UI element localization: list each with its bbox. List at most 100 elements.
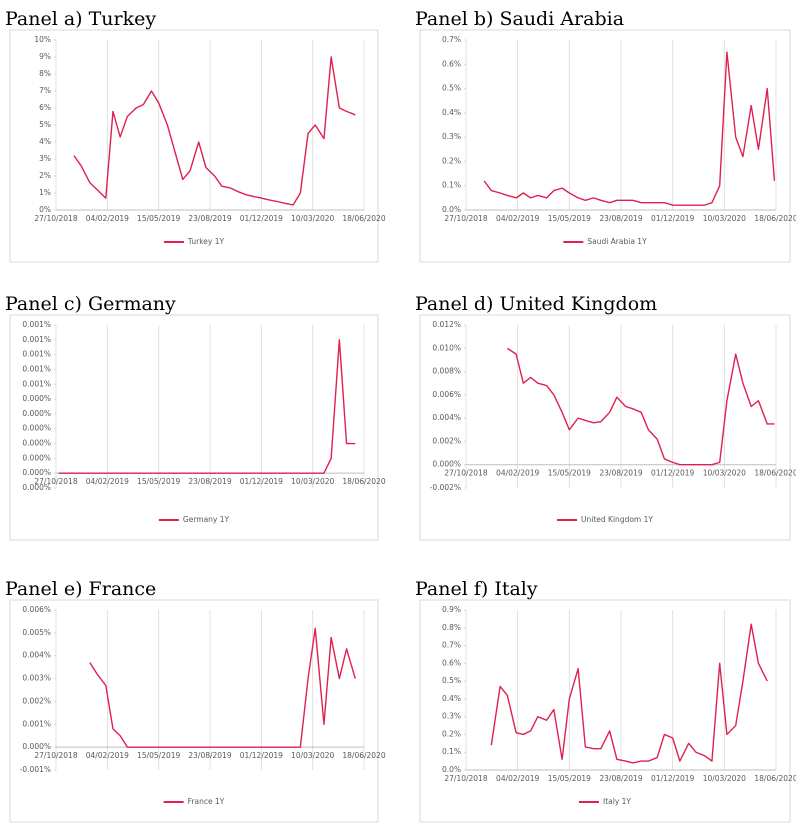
- legend-label: France 1Y: [188, 797, 225, 806]
- chart-frame: [419, 29, 791, 263]
- y-tick-label: 0.000%: [22, 394, 51, 403]
- y-tick-label: 0.005%: [22, 628, 51, 637]
- panel-title: Panel f) Italy: [415, 578, 538, 600]
- x-tick-label: 01/12/2019: [651, 774, 694, 783]
- y-tick-label: 0.003%: [22, 674, 51, 683]
- x-tick-label: 27/10/2018: [34, 477, 77, 486]
- legend-label: Germany 1Y: [183, 515, 230, 524]
- x-tick-label: 15/05/2019: [137, 214, 180, 223]
- y-tick-label: 0.004%: [22, 651, 51, 660]
- x-tick-label: 04/02/2019: [86, 214, 129, 223]
- y-tick-label: 0.6%: [442, 658, 461, 667]
- x-tick-label: 18/06/2020: [754, 774, 796, 783]
- y-tick-label: 0.008%: [432, 367, 461, 376]
- y-tick-label: 0.010%: [432, 343, 461, 352]
- x-tick-label: 10/03/2020: [703, 214, 746, 223]
- x-tick-label: 23/08/2019: [599, 214, 642, 223]
- x-tick-label: 10/03/2020: [703, 469, 746, 478]
- chart-frame: [419, 314, 791, 541]
- y-tick-label: 0.002%: [22, 696, 51, 705]
- y-tick-label: 0.001%: [22, 379, 51, 388]
- y-tick-label: 0.8%: [442, 623, 461, 632]
- x-tick-label: 04/02/2019: [496, 469, 539, 478]
- y-tick-label: 0.001%: [22, 320, 51, 329]
- x-tick-label: 27/10/2018: [34, 214, 77, 223]
- y-tick-label: 0.000%: [22, 409, 51, 418]
- panel-title: Panel a) Turkey: [5, 8, 156, 30]
- y-tick-label: 0.4%: [442, 694, 461, 703]
- chart-panel: Panel f) Italy 0.0% 0.1% 0.2% 0.3% 0.4% 0.5% 0.…: [415, 578, 796, 823]
- x-tick-label: 15/05/2019: [137, 751, 180, 760]
- x-tick-label: 01/12/2019: [240, 214, 283, 223]
- y-tick-label: 0.001%: [22, 350, 51, 359]
- panel-title: Panel e) France: [5, 578, 156, 600]
- x-tick-label: 15/05/2019: [548, 469, 591, 478]
- y-tick-label: 6%: [39, 103, 51, 112]
- data-line: [483, 51, 776, 206]
- y-tick-label: 0.006%: [22, 605, 51, 614]
- y-tick-label: 0.012%: [432, 320, 461, 329]
- panel-title: Panel c) Germany: [5, 293, 176, 315]
- x-tick-label: 04/02/2019: [86, 477, 129, 486]
- x-tick-label: 23/08/2019: [188, 214, 231, 223]
- x-tick-label: 04/02/2019: [496, 774, 539, 783]
- chart-frame: [9, 314, 379, 541]
- x-tick-label: 04/02/2019: [496, 214, 539, 223]
- y-tick-label: -0.002%: [430, 483, 461, 492]
- x-tick-label: 18/06/2020: [754, 469, 796, 478]
- x-tick-label: 27/10/2018: [444, 774, 487, 783]
- x-tick-label: 15/05/2019: [548, 774, 591, 783]
- y-tick-label: 0.0%: [442, 205, 461, 214]
- chart-frame: [9, 29, 379, 263]
- y-tick-label: 0.004%: [432, 413, 461, 422]
- y-tick-label: 0%: [39, 205, 51, 214]
- y-tick-label: 2%: [39, 171, 51, 180]
- x-tick-label: 10/03/2020: [291, 477, 334, 486]
- y-tick-label: 0.5%: [442, 84, 461, 93]
- x-tick-label: 01/12/2019: [651, 469, 694, 478]
- y-tick-label: 0.9%: [442, 605, 461, 614]
- y-tick-label: 0.3%: [442, 132, 461, 141]
- panel-title: Panel b) Saudi Arabia: [415, 8, 624, 30]
- y-tick-label: -0.001%: [20, 765, 51, 774]
- y-tick-label: 0.000%: [22, 468, 51, 477]
- x-tick-label: 27/10/2018: [34, 751, 77, 760]
- y-tick-label: 8%: [39, 69, 51, 78]
- x-tick-label: 23/08/2019: [188, 477, 231, 486]
- y-tick-label: 0.001%: [22, 364, 51, 373]
- x-tick-label: 01/12/2019: [240, 751, 283, 760]
- chart-panel: Panel d) United Kingdom -0.002% 0.000% 0.00…: [415, 293, 796, 541]
- x-tick-label: 18/06/2020: [754, 214, 796, 223]
- x-tick-label: 01/12/2019: [651, 214, 694, 223]
- data-line: [73, 56, 356, 206]
- x-tick-label: 23/08/2019: [599, 774, 642, 783]
- chart-panel: Panel b) Saudi Arabia 0.0% 0.1% 0.2% 0.3% 0.4…: [415, 8, 796, 263]
- y-tick-label: 3%: [39, 154, 51, 163]
- x-tick-label: 10/03/2020: [291, 751, 334, 760]
- y-tick-label: 0.6%: [442, 59, 461, 68]
- x-tick-label: 27/10/2018: [444, 469, 487, 478]
- x-tick-label: 18/06/2020: [342, 751, 385, 760]
- y-tick-label: 0.1%: [442, 747, 461, 756]
- y-tick-label: 0.000%: [432, 460, 461, 469]
- y-tick-label: 9%: [39, 52, 51, 61]
- y-tick-label: 0.001%: [22, 719, 51, 728]
- legend-label: Turkey 1Y: [187, 237, 225, 246]
- y-tick-label: 0.000%: [22, 439, 51, 448]
- y-tick-label: 0.001%: [22, 335, 51, 344]
- y-tick-label: 0.7%: [442, 35, 461, 44]
- x-tick-label: 15/05/2019: [548, 214, 591, 223]
- y-tick-label: 0.000%: [22, 424, 51, 433]
- y-tick-label: 0.000%: [22, 453, 51, 462]
- x-tick-label: 10/03/2020: [703, 774, 746, 783]
- x-tick-label: 27/10/2018: [444, 214, 487, 223]
- chart-frame: [419, 599, 791, 823]
- y-tick-label: 4%: [39, 137, 51, 146]
- data-line: [490, 623, 768, 764]
- x-tick-label: 10/03/2020: [291, 214, 334, 223]
- y-tick-label: 0.000%: [22, 742, 51, 751]
- y-tick-label: 7%: [39, 86, 51, 95]
- x-tick-label: 04/02/2019: [86, 751, 129, 760]
- legend-label: Saudi Arabia 1Y: [587, 237, 647, 246]
